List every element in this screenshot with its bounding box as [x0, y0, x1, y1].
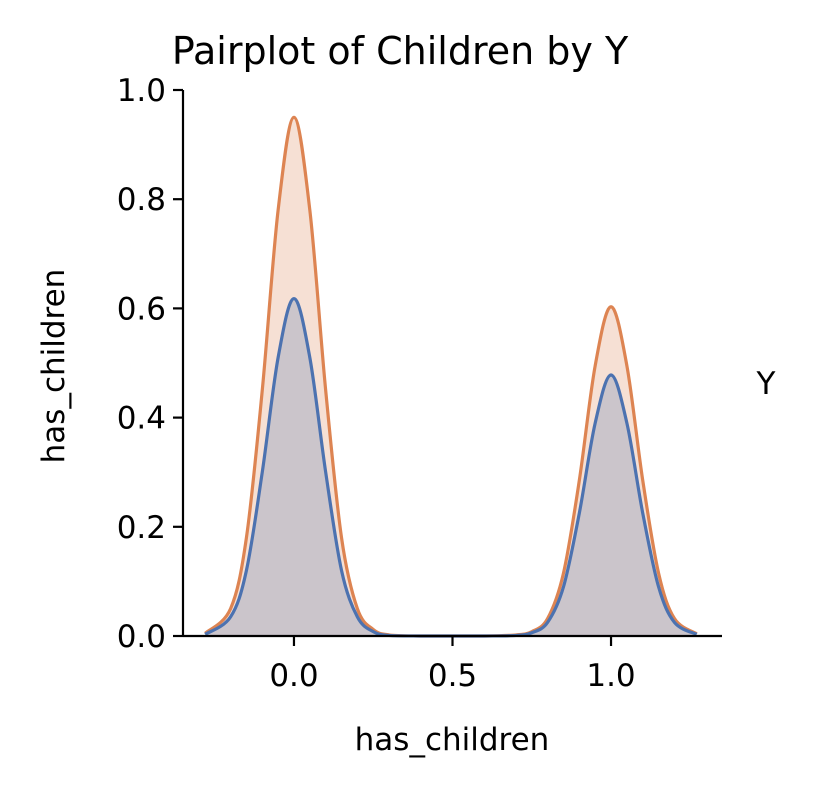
x-axis-label: has_children	[355, 722, 550, 758]
y-tick-label: 0.8	[117, 182, 166, 218]
series-0-area	[205, 117, 697, 637]
legend-title: Y	[756, 366, 776, 402]
y-tick-label: 0.4	[117, 401, 166, 437]
series-1-area	[205, 298, 697, 636]
y-tick-label: 0.6	[117, 291, 166, 327]
y-tick-label: 0.2	[117, 510, 166, 546]
x-tick-label: 0.5	[428, 658, 477, 694]
chart-title: Pairplot of Children by Y	[172, 29, 629, 73]
y-axis-label: has_children	[36, 269, 72, 464]
y-tick-label: 0.0	[117, 619, 166, 655]
x-tick-label: 1.0	[586, 658, 635, 694]
x-tick-label: 0.0	[269, 658, 318, 694]
y-tick-label: 1.0	[117, 73, 166, 109]
plot-area: 0.0 0.5 1.0 0.0 0.2 0.4 0.6 0.8 1.0	[117, 73, 722, 694]
